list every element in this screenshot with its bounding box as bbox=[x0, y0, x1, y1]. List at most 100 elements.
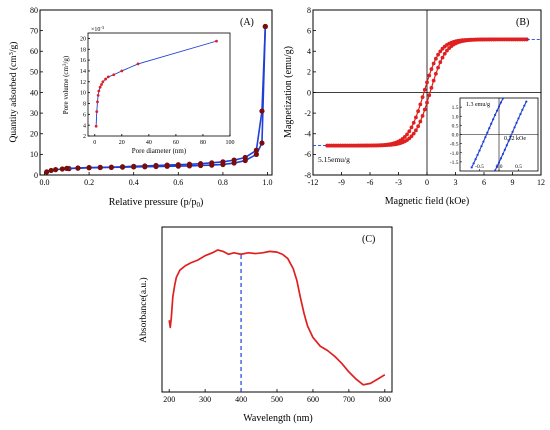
panel-a-series-1-point bbox=[231, 157, 237, 163]
panel-a-series-1-point bbox=[259, 108, 265, 114]
inset-a-x-axis-label: Pore diameter (nm) bbox=[132, 147, 187, 155]
inset-b-y-tick-label: 1.0 bbox=[452, 114, 459, 120]
inset-a-series-point bbox=[98, 85, 102, 89]
panel-a-y-tick-label: 30 bbox=[30, 109, 38, 118]
inset-b-point bbox=[472, 162, 475, 165]
inset-a-series-point bbox=[120, 69, 124, 73]
inset-b-remanence-label: 1.3 emu/g bbox=[466, 102, 490, 108]
inset-a-series-point bbox=[97, 89, 101, 93]
panel-b-point bbox=[427, 93, 432, 98]
panel-b-point bbox=[440, 55, 445, 60]
panel-b-x-tick-label: -6 bbox=[367, 178, 374, 187]
panel-a-series bbox=[44, 23, 268, 175]
panel-c: (C) 200 300 400 500 600 700 800 Wavelength (nm… bbox=[138, 226, 393, 424]
inset-a-frame bbox=[87, 32, 231, 137]
panel-a-x-tick-label: 0.4 bbox=[129, 178, 139, 187]
panel-b-saturation-label: 5.15emu/g bbox=[318, 155, 350, 164]
panel-b-point bbox=[409, 134, 414, 139]
panel-a-series-1-point bbox=[119, 164, 126, 170]
panel-b-point bbox=[416, 124, 421, 129]
panel-b-point bbox=[409, 125, 414, 130]
inset-b-point bbox=[505, 144, 508, 147]
inset-b-point bbox=[488, 127, 491, 130]
inset-b-point bbox=[517, 117, 520, 120]
panel-b-point bbox=[425, 100, 429, 105]
inset-a-y-tick-label: 14 bbox=[80, 69, 86, 75]
inset-b-point bbox=[497, 161, 501, 164]
panel-a-series-0-point bbox=[259, 140, 265, 146]
inset-a-y-tick-label: 6 bbox=[83, 112, 86, 118]
inset-b-point bbox=[511, 130, 514, 133]
panel-a-series-1-point bbox=[153, 162, 159, 169]
panel-b-y-tick-label: 0 bbox=[307, 88, 311, 97]
inset-a-x-tick-label: 0 bbox=[93, 140, 96, 146]
panel-a-series-1-point bbox=[64, 165, 70, 171]
inset-b-point bbox=[521, 108, 524, 111]
panel-a-series-1-point bbox=[131, 163, 137, 169]
inset-b-point bbox=[503, 148, 506, 151]
inset-a-series-point bbox=[106, 75, 110, 79]
inset-a-series-point bbox=[95, 110, 99, 114]
panel-b-y-tick-label: -8 bbox=[304, 171, 311, 180]
panel-a-series-1-point bbox=[198, 161, 204, 167]
inset-b-point bbox=[490, 122, 493, 125]
panel-b-point bbox=[425, 80, 429, 85]
panel-c-absorbance-series bbox=[168, 249, 386, 386]
panel-a-series-0-point bbox=[59, 166, 65, 172]
inset-b-point bbox=[470, 166, 473, 169]
panel-a-series-1-point bbox=[175, 162, 181, 168]
inset-b-point bbox=[482, 140, 485, 143]
inset-b-point bbox=[501, 152, 504, 156]
inset-a-x-tick-label: 20 bbox=[119, 140, 125, 146]
inset-b-point bbox=[525, 100, 528, 103]
inset-b-point bbox=[497, 105, 501, 108]
inset-a-y-tick-label: 18 bbox=[80, 47, 86, 53]
panel-b-point bbox=[420, 113, 425, 118]
panel-b-point bbox=[427, 73, 432, 78]
panel-a-series-1-point bbox=[220, 159, 226, 165]
inset-b-coercivity-label: 0.32 kOe bbox=[504, 136, 526, 142]
panel-a: (A) 0.0 0.2 0.4 0.6 0.8 1.0 01020304050607080… bbox=[8, 6, 273, 209]
inset-b-point bbox=[501, 97, 504, 100]
inset-b-point bbox=[494, 169, 497, 172]
panel-a-series-1-point bbox=[97, 164, 103, 170]
panel-c-absorbance-line bbox=[168, 249, 386, 386]
inset-b-point bbox=[519, 112, 522, 116]
panel-b-y-axis-label: Magnetization (emu/g) bbox=[283, 46, 294, 138]
panel-c-x-tick-label: 700 bbox=[343, 395, 355, 404]
inset-b-y-ticks: 1.5 1.0 0.5 0.0 -0.5 -1.0 -1.5 bbox=[450, 105, 462, 166]
panel-b-point bbox=[436, 65, 440, 70]
inset-b-loop bbox=[470, 97, 528, 172]
inset-a-series-point bbox=[101, 80, 105, 84]
inset-b-point bbox=[513, 126, 516, 129]
inset-a-x-tick-label: 40 bbox=[146, 140, 152, 146]
panel-b-x-tick-label: 0 bbox=[425, 178, 429, 187]
inset-a-x-tick-label: 60 bbox=[173, 140, 179, 146]
panel-a-y-tick-label: 10 bbox=[30, 150, 38, 159]
panel-b-y-tick-label: -4 bbox=[304, 130, 311, 139]
inset-a-series-point bbox=[94, 124, 98, 128]
inset-b-y-tick-label: -1.0 bbox=[450, 151, 459, 157]
panel-a-x-tick-label: 1.0 bbox=[263, 178, 273, 187]
panel-a-y-tick-label: 0 bbox=[34, 171, 38, 180]
panel-a-series-0-point bbox=[44, 169, 50, 175]
panel-b-x-axis-label: Magnetic field (kOe) bbox=[385, 196, 469, 207]
inset-b-x-tick-label: 0.5 bbox=[515, 164, 522, 170]
panel-b-point bbox=[416, 109, 421, 114]
panel-c-x-tick-label: 500 bbox=[271, 395, 283, 404]
panel-a-y-tick-label: 50 bbox=[30, 68, 38, 77]
inset-a-y-tick-label: 2 bbox=[83, 134, 86, 140]
panel-b-point bbox=[445, 48, 449, 53]
inset-b-y-tick-label: 1.5 bbox=[452, 105, 459, 111]
panel-c-label: (C) bbox=[362, 234, 375, 245]
inset-a-series-point bbox=[100, 83, 103, 86]
panel-b-x-tick-label: 12 bbox=[537, 178, 545, 187]
panel-c-x-tick-label: 300 bbox=[199, 395, 211, 404]
panel-b-point bbox=[418, 102, 423, 107]
inset-a-y-tick-label: 20 bbox=[80, 37, 86, 43]
inset-b-point bbox=[484, 136, 487, 139]
panel-b-point bbox=[418, 119, 423, 124]
inset-b-zero-axes bbox=[460, 98, 538, 171]
panel-a-x-tick-label: 0.8 bbox=[218, 178, 228, 187]
inset-a-series-point bbox=[112, 73, 116, 77]
